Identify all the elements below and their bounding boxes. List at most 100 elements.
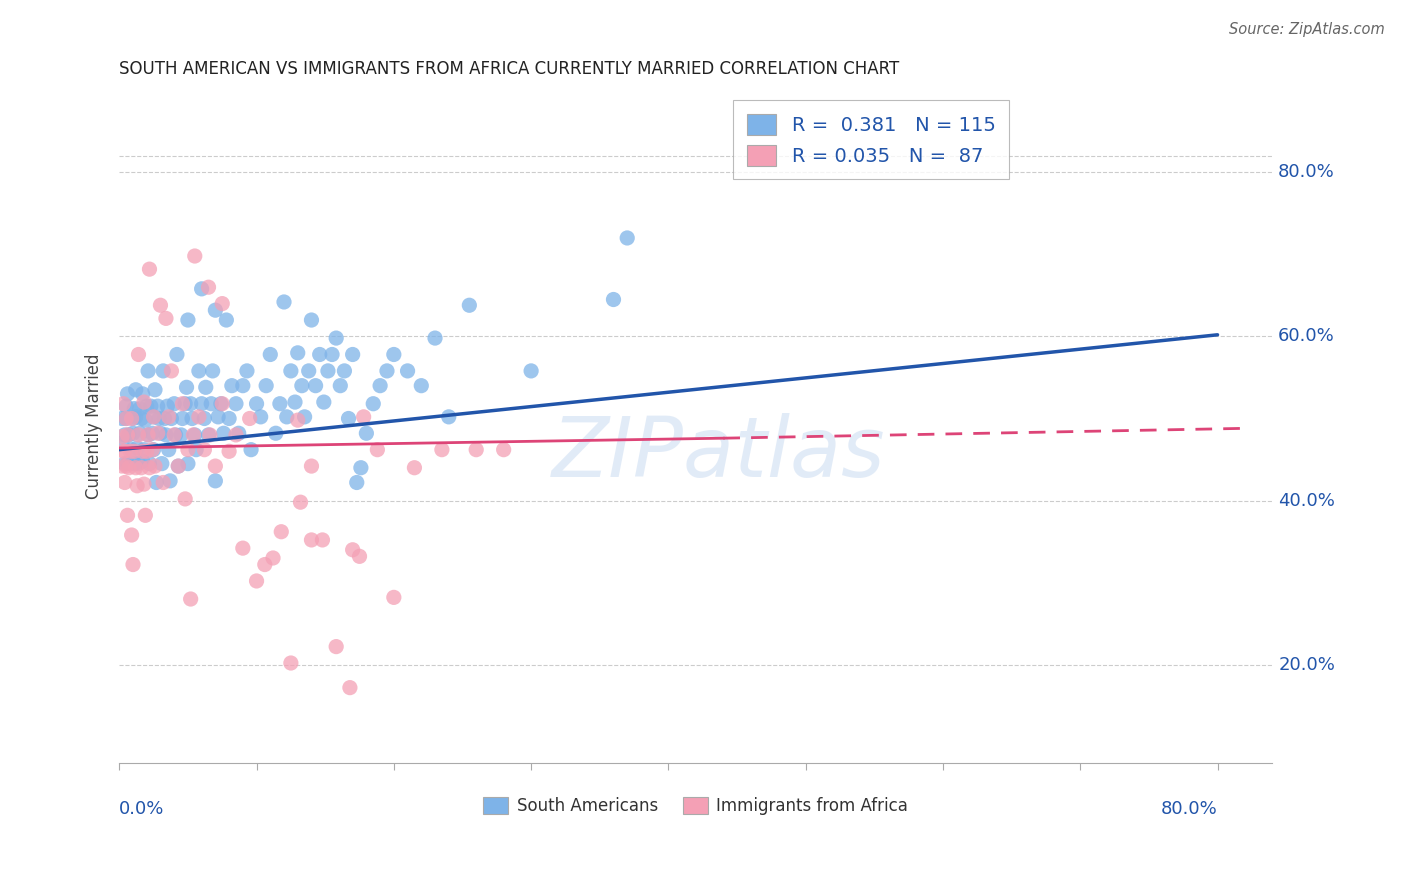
Point: [121, 442, 143, 457]
Legend: South Americans, Immigrants from Africa: South Americans, Immigrants from Africa: [477, 790, 915, 822]
Text: SOUTH AMERICAN VS IMMIGRANTS FROM AFRICA CURRENTLY MARRIED CORRELATION CHART: SOUTH AMERICAN VS IMMIGRANTS FROM AFRICA…: [120, 60, 900, 78]
Point: [125, 460, 148, 475]
Point: [132, 442, 155, 457]
Point: [221, 378, 243, 392]
Point: [122, 411, 145, 425]
Point: [127, 441, 149, 455]
Text: 20.0%: 20.0%: [1278, 656, 1336, 673]
Point: [170, 428, 193, 442]
Point: [118, 428, 141, 442]
Point: [165, 428, 187, 442]
Point: [143, 459, 166, 474]
Text: 60.0%: 60.0%: [1278, 327, 1334, 345]
Point: [186, 442, 208, 457]
Point: [128, 426, 150, 441]
Point: [134, 413, 156, 427]
Point: [396, 364, 419, 378]
Point: [124, 444, 146, 458]
Point: [236, 364, 259, 378]
Point: [616, 231, 638, 245]
Point: [458, 298, 481, 312]
Point: [346, 475, 368, 490]
Point: [249, 409, 271, 424]
Point: [146, 399, 169, 413]
Point: [204, 459, 226, 474]
Point: [129, 460, 152, 475]
Point: [349, 549, 371, 564]
Point: [150, 457, 173, 471]
Point: [375, 364, 398, 378]
Point: [239, 411, 262, 425]
Point: [232, 378, 254, 392]
Text: 0.0%: 0.0%: [120, 800, 165, 818]
Point: [128, 428, 150, 442]
Point: [176, 380, 198, 394]
Point: [128, 457, 150, 471]
Point: [167, 459, 190, 474]
Point: [291, 378, 314, 392]
Point: [270, 524, 292, 539]
Point: [294, 409, 316, 424]
Point: [112, 444, 135, 458]
Point: [287, 346, 309, 360]
Point: [301, 313, 323, 327]
Point: [200, 397, 222, 411]
Point: [148, 411, 170, 425]
Point: [193, 411, 215, 425]
Text: 80.0%: 80.0%: [1278, 163, 1334, 181]
Point: [115, 411, 138, 425]
Point: [127, 479, 149, 493]
Point: [183, 428, 205, 442]
Point: [114, 444, 136, 458]
Point: [350, 460, 373, 475]
Point: [136, 364, 159, 378]
Point: [111, 436, 134, 450]
Point: [177, 442, 200, 457]
Point: [128, 401, 150, 416]
Point: [121, 411, 143, 425]
Point: [132, 477, 155, 491]
Point: [120, 444, 142, 458]
Point: [194, 380, 217, 394]
Point: [145, 475, 167, 490]
Point: [207, 409, 229, 424]
Point: [311, 533, 333, 547]
Point: [254, 378, 277, 392]
Point: [180, 592, 202, 607]
Point: [159, 474, 181, 488]
Point: [337, 411, 360, 425]
Point: [143, 383, 166, 397]
Point: [128, 347, 150, 361]
Point: [115, 411, 138, 425]
Point: [177, 313, 200, 327]
Point: [136, 428, 159, 442]
Point: [342, 542, 364, 557]
Text: ZIPatlas: ZIPatlas: [553, 413, 886, 494]
Point: [218, 444, 240, 458]
Point: [245, 397, 267, 411]
Point: [135, 444, 157, 458]
Point: [142, 442, 165, 457]
Point: [114, 457, 136, 471]
Point: [117, 387, 139, 401]
Point: [184, 249, 207, 263]
Point: [149, 426, 172, 441]
Point: [112, 397, 135, 411]
Point: [142, 409, 165, 424]
Point: [276, 409, 298, 424]
Point: [141, 442, 163, 457]
Point: [115, 399, 138, 413]
Point: [232, 541, 254, 556]
Point: [122, 426, 145, 441]
Point: [211, 296, 233, 310]
Point: [114, 428, 136, 442]
Point: [259, 347, 281, 361]
Point: [430, 442, 453, 457]
Point: [124, 457, 146, 471]
Point: [264, 426, 287, 441]
Point: [342, 347, 364, 361]
Point: [333, 364, 356, 378]
Point: [212, 426, 235, 441]
Point: [160, 364, 183, 378]
Point: [316, 364, 339, 378]
